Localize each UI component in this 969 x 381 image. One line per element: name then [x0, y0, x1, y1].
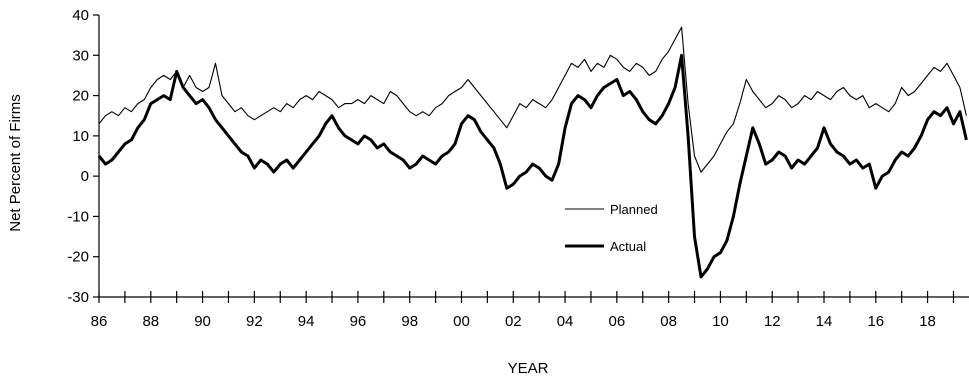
x-tick-label: 88	[142, 313, 159, 330]
x-tick-label: 90	[194, 313, 211, 330]
x-tick-label: 08	[660, 313, 677, 330]
x-axis-title: YEAR	[508, 360, 549, 377]
series-actual-line	[97, 53, 968, 279]
x-tick-label: 04	[557, 313, 574, 330]
x-tick-label: 00	[453, 313, 470, 330]
y-tick-label: -10	[67, 208, 89, 225]
y-tick-label: -20	[67, 249, 89, 266]
legend-planned-label: Planned	[610, 202, 658, 217]
y-axis: -30 -20 -10 0 10 20 30 40	[67, 7, 100, 306]
x-tick-label: 16	[867, 313, 884, 330]
x-tick-label: 12	[764, 313, 781, 330]
y-tick-label: 0	[81, 168, 89, 185]
x-tick-label: 06	[609, 313, 626, 330]
series-planned-line	[98, 26, 967, 173]
y-axis-title: Net Percent of Firms	[7, 94, 24, 232]
x-axis: 86 88 90 92 94 96 98 00 02 04 06 08 10 12 14 16 18	[91, 291, 969, 330]
series-layer	[97, 26, 968, 279]
y-tick-label: 30	[72, 47, 89, 64]
x-tick-label: 18	[919, 313, 936, 330]
y-tick-label: 40	[72, 7, 89, 24]
x-tick-label: 02	[505, 313, 522, 330]
x-tick-label: 98	[401, 313, 418, 330]
x-tick-label: 14	[816, 313, 833, 330]
legend: Planned Actual	[565, 202, 658, 254]
y-tick-label: 10	[72, 128, 89, 145]
legend-actual-label: Actual	[610, 239, 646, 254]
x-tick-label: 96	[350, 313, 367, 330]
y-tick-label: 20	[72, 88, 89, 105]
x-tick-label: 94	[298, 313, 315, 330]
x-tick-label: 92	[246, 313, 263, 330]
x-tick-label: 86	[91, 313, 108, 330]
x-tick-label: 10	[712, 313, 729, 330]
y-tick-label: -30	[67, 289, 89, 306]
